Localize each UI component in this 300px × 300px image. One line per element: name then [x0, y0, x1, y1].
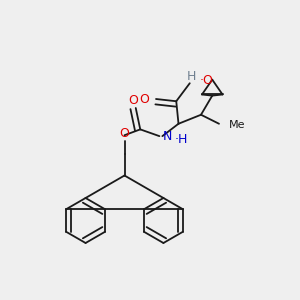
Text: Me: Me [229, 120, 245, 130]
Text: ·H: ·H [175, 133, 188, 146]
Text: O: O [120, 127, 129, 140]
Text: ·O: ·O [200, 74, 213, 87]
Text: O: O [128, 94, 138, 107]
Text: O: O [140, 92, 149, 106]
Text: N: N [163, 130, 172, 142]
Text: H: H [186, 70, 196, 83]
